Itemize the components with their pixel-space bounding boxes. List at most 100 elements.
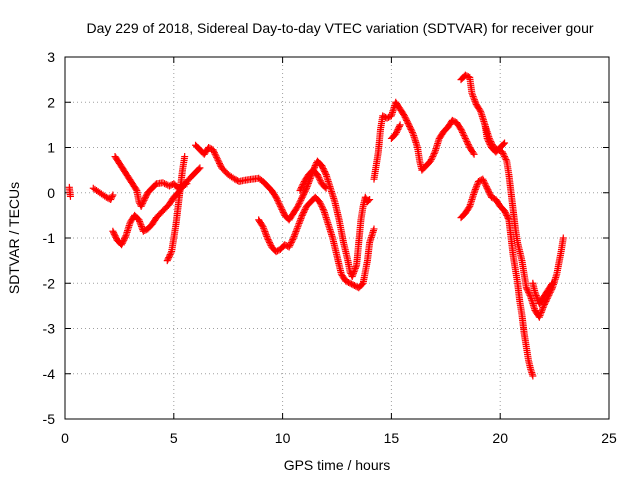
data-point <box>118 241 126 249</box>
data-point <box>501 208 509 216</box>
data-point <box>526 291 534 299</box>
data-point <box>291 229 299 237</box>
data-point <box>161 180 169 188</box>
data-point <box>406 122 414 130</box>
data-point <box>142 193 150 201</box>
data-point <box>296 218 304 226</box>
data-point <box>195 165 203 173</box>
data-point <box>464 139 472 147</box>
data-point <box>499 140 507 148</box>
data-point <box>401 113 409 121</box>
x-tick-label: 20 <box>492 430 508 446</box>
data-point <box>298 213 306 221</box>
series-sat-g <box>255 193 378 292</box>
y-tick-label: 0 <box>47 185 55 201</box>
data-point <box>481 180 489 188</box>
data-point <box>211 150 219 158</box>
data-point <box>471 97 479 105</box>
data-point <box>285 243 293 251</box>
data-point <box>132 185 140 193</box>
data-point <box>214 156 222 164</box>
data-point <box>296 216 304 224</box>
data-point <box>406 124 414 132</box>
data-point <box>293 224 301 232</box>
data-point <box>370 225 378 233</box>
data-point <box>297 183 305 191</box>
data-point <box>316 198 324 206</box>
data-point <box>430 150 438 158</box>
data-point <box>120 236 128 244</box>
data-point <box>462 136 470 144</box>
data-point <box>469 92 477 100</box>
data-point <box>482 181 490 189</box>
data-point <box>278 205 286 213</box>
data-point <box>540 302 548 310</box>
data-point <box>361 193 369 201</box>
data-point <box>110 229 118 237</box>
data-point <box>137 221 145 229</box>
data-point <box>395 122 403 130</box>
data-point <box>469 149 477 157</box>
data-point <box>318 204 326 212</box>
x-tick-label: 5 <box>170 430 178 446</box>
data-point <box>108 193 116 201</box>
data-point <box>111 232 119 240</box>
data-point <box>476 106 484 114</box>
data-point <box>137 222 145 230</box>
data-point <box>470 94 478 102</box>
data-point <box>484 186 492 194</box>
data-point <box>461 133 469 141</box>
plot-frame <box>64 56 610 420</box>
data-point <box>393 127 401 135</box>
data-point <box>486 140 494 148</box>
data-point <box>404 119 412 127</box>
data-point <box>265 237 273 245</box>
data-point <box>396 121 404 129</box>
data-point <box>349 269 357 277</box>
data-point <box>394 125 402 133</box>
data-point <box>403 116 411 124</box>
x-tick-label: 25 <box>601 430 617 446</box>
series-sat-e <box>163 153 189 265</box>
data-point <box>262 229 270 237</box>
x-tick-label: 0 <box>61 430 69 446</box>
grid-lines <box>65 57 609 419</box>
data-point <box>358 280 366 288</box>
data-point <box>485 139 493 147</box>
data-point <box>289 236 297 244</box>
data-point <box>461 134 469 142</box>
data-point <box>300 190 308 198</box>
data-point <box>529 372 537 380</box>
data-point <box>264 236 272 244</box>
data-point <box>321 168 329 176</box>
data-point <box>472 184 480 192</box>
data-point <box>548 279 556 287</box>
data-point <box>501 139 509 147</box>
data-point <box>262 231 270 239</box>
data-point <box>303 184 311 192</box>
data-point <box>213 153 221 161</box>
data-point <box>296 186 304 194</box>
data-point <box>486 190 494 198</box>
data-point <box>279 207 287 215</box>
data-point <box>109 227 117 235</box>
data-point <box>502 156 510 164</box>
data-point <box>314 172 322 180</box>
data-point <box>181 153 189 161</box>
data-point <box>485 187 493 195</box>
data-point <box>294 202 302 210</box>
data-point <box>531 288 539 296</box>
data-point <box>408 127 416 135</box>
series-sat-c <box>109 164 204 249</box>
data-point <box>429 151 437 159</box>
data-point <box>484 136 492 144</box>
data-point <box>118 239 126 247</box>
data-point <box>163 257 171 265</box>
data-point <box>499 150 507 158</box>
data-point <box>316 177 324 185</box>
y-tick-label: -2 <box>43 275 56 291</box>
data-point <box>66 192 74 200</box>
data-point <box>540 300 548 308</box>
data-point <box>316 175 324 183</box>
data-point <box>351 264 359 272</box>
